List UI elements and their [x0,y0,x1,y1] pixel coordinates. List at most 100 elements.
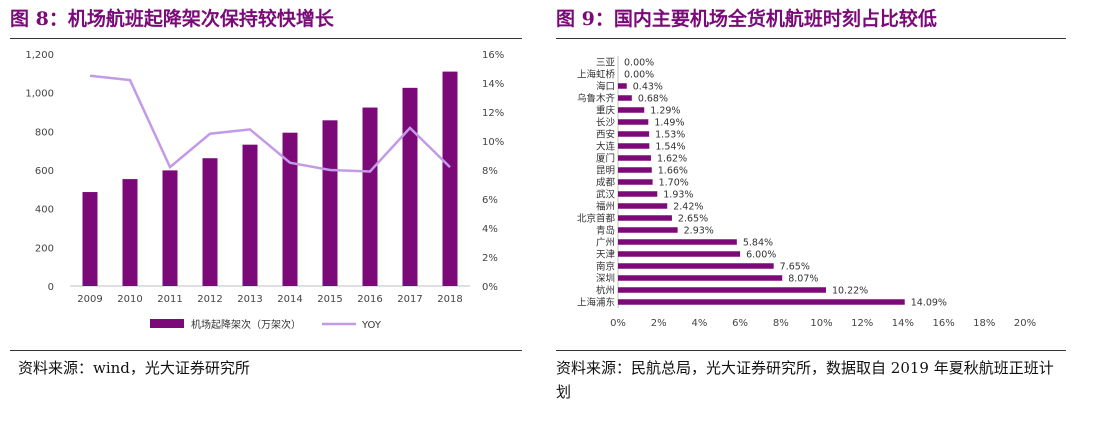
bar [618,203,668,209]
category-label: 厦门 [596,153,615,165]
x-tick-label: 12% [851,318,873,329]
x-tick-label: 16% [932,318,954,329]
data-label: 6.00% [746,250,776,261]
x-tick-label: 2014 [277,294,302,305]
category-label: 福州 [596,201,615,213]
legend-line-label: YOY [361,320,382,331]
figure-9-source: 资料来源：民航总局，光大证券研究所，数据取自 2019 年夏秋航班正班计划 [556,359,1054,401]
figure-8-source: 资料来源：wind，光大证券研究所 [18,359,250,377]
data-label: 1.54% [655,142,685,153]
category-label: 杭州 [596,285,615,297]
bar [618,251,741,257]
legend-bar-label: 机场起降架次（万架次） [191,318,301,331]
x-tick-label: 2% [651,318,667,329]
data-label: 1.49% [654,118,684,129]
figure-9-top-rule [556,38,1066,39]
bar [618,131,650,137]
x-tick-label: 2010 [117,294,142,305]
left-axis-tick-label: 800 [35,127,54,138]
figure-8-chart: 0 200 400 600 800 1,000 1,200 0% 2% 4% 6% 8% 10% 12% 1… [25,50,504,331]
x-tick-label: 2015 [317,294,342,305]
category-label: 昆明 [596,166,615,177]
left-axis-tick-label: 200 [35,243,54,254]
bar [618,287,826,293]
data-label: 1.70% [659,178,689,189]
bar [618,179,653,185]
category-label: 南京 [596,261,615,273]
bar [618,191,658,197]
bar [618,239,737,245]
data-label: 0.68% [638,94,668,105]
figure-8-bottom-rule [10,350,522,351]
bar [618,155,651,161]
figure-8-panel: 图 8：机场航班起降架次保持较快增长 0 200 400 600 800 1,000 1,2… [0,0,532,430]
figure-8-top-rule [10,38,522,39]
bar [618,119,649,125]
right-axis-tick-label: 12% [482,108,504,119]
right-axis-tick-label: 8% [482,166,498,177]
right-axis-tick-label: 6% [482,195,498,206]
x-tick-label: 4% [691,318,707,329]
bar [618,263,774,269]
bar [282,132,298,286]
bar [618,83,627,89]
right-axis-tick-label: 0% [482,282,498,293]
bar [322,120,338,287]
bar [618,95,632,101]
category-label: 重庆 [596,105,616,117]
x-tick-label: 2012 [197,294,222,305]
x-tick-label: 6% [732,318,748,329]
x-tick-label: 2013 [237,294,262,305]
bar [618,227,678,233]
x-tick-label: 20% [1014,318,1036,329]
x-tick-label: 8% [773,318,789,329]
bar [242,144,258,286]
bar [82,192,98,286]
right-axis-tick-label: 4% [482,224,498,235]
figure-8-title: 图 8：机场航班起降架次保持较快增长 [10,8,334,30]
data-label: 1.93% [663,190,693,201]
legend-bar-swatch [150,319,184,328]
data-label: 10.22% [832,286,868,297]
x-tick-label: 2009 [77,294,102,305]
left-axis-tick-label: 1,200 [25,50,54,61]
figure-9-chart: 三亚 0.00% 上海虹桥 0.00% 海口 0.43% 乌鲁木齐 0.68% 重庆 1.29% 长… [577,56,1036,329]
left-axis-tick-label: 600 [35,166,54,177]
data-label: 2.93% [684,226,714,237]
data-label: 1.62% [657,154,687,165]
data-label: 1.29% [650,106,680,117]
data-label: 2.65% [678,214,708,225]
data-label: 8.07% [788,274,818,285]
category-label: 三亚 [596,58,616,69]
bar [202,158,218,286]
bar [618,167,652,173]
category-label: 乌鲁木齐 [577,93,616,105]
category-label: 北京首都 [577,213,616,225]
x-tick-label: 2018 [437,294,462,305]
category-label: 天津 [596,250,616,261]
right-axis-tick-label: 16% [482,50,504,61]
x-tick-label: 2016 [357,294,382,305]
figure-9-bottom-rule [556,350,1066,351]
x-tick-label: 10% [810,318,832,329]
data-label: 2.42% [673,202,703,213]
bar [618,299,905,305]
data-label: 5.84% [743,238,773,249]
bar [162,170,178,286]
yoy-line [89,74,451,173]
x-tick-label: 2017 [397,294,422,305]
x-tick-label: 14% [892,318,914,329]
data-label: 7.65% [780,262,810,273]
x-tick-label: 2011 [157,294,182,305]
bar [618,107,645,113]
category-label: 大连 [596,141,616,153]
data-label: 0.00% [624,58,654,69]
figure-9-title: 图 9：国内主要机场全货机航班时刻占比较低 [556,8,937,30]
bar [618,143,650,149]
right-axis-tick-label: 2% [482,253,498,264]
bar [362,107,378,286]
bar [618,215,672,221]
bar [618,275,783,281]
right-axis-tick-label: 10% [482,137,504,148]
category-label: 深圳 [596,274,615,285]
